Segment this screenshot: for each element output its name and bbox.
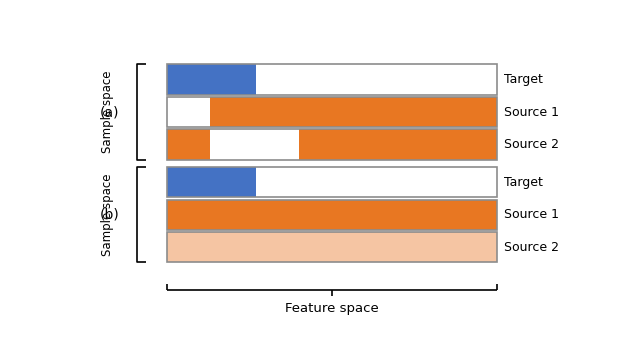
Bar bbox=[167, 232, 497, 262]
Bar bbox=[167, 65, 497, 95]
Bar bbox=[167, 200, 497, 230]
Bar bbox=[299, 129, 497, 159]
Bar bbox=[210, 97, 497, 127]
Bar bbox=[167, 129, 210, 159]
Text: Target: Target bbox=[504, 176, 543, 189]
Bar bbox=[167, 167, 497, 197]
Bar bbox=[256, 65, 497, 95]
Text: (a): (a) bbox=[100, 105, 119, 119]
Text: (b): (b) bbox=[100, 208, 120, 222]
Text: Source 1: Source 1 bbox=[504, 106, 559, 119]
Bar bbox=[167, 129, 497, 159]
Bar bbox=[167, 97, 497, 127]
Bar bbox=[167, 200, 497, 230]
Bar bbox=[167, 167, 497, 197]
Bar bbox=[167, 167, 256, 197]
Bar bbox=[256, 167, 497, 197]
Text: Source 2: Source 2 bbox=[504, 138, 559, 151]
Text: Source 2: Source 2 bbox=[504, 241, 559, 254]
Text: Sample space: Sample space bbox=[100, 71, 114, 153]
Bar bbox=[167, 97, 210, 127]
Text: Feature space: Feature space bbox=[285, 302, 379, 315]
Bar bbox=[167, 232, 497, 262]
Bar bbox=[167, 200, 497, 230]
Bar bbox=[167, 97, 497, 127]
Bar bbox=[167, 232, 497, 262]
Bar bbox=[167, 129, 497, 159]
Bar bbox=[167, 65, 256, 95]
Text: Sample space: Sample space bbox=[100, 173, 114, 256]
Bar bbox=[167, 65, 497, 95]
Text: Source 1: Source 1 bbox=[504, 208, 559, 221]
Bar bbox=[210, 129, 299, 159]
Text: Target: Target bbox=[504, 73, 543, 86]
